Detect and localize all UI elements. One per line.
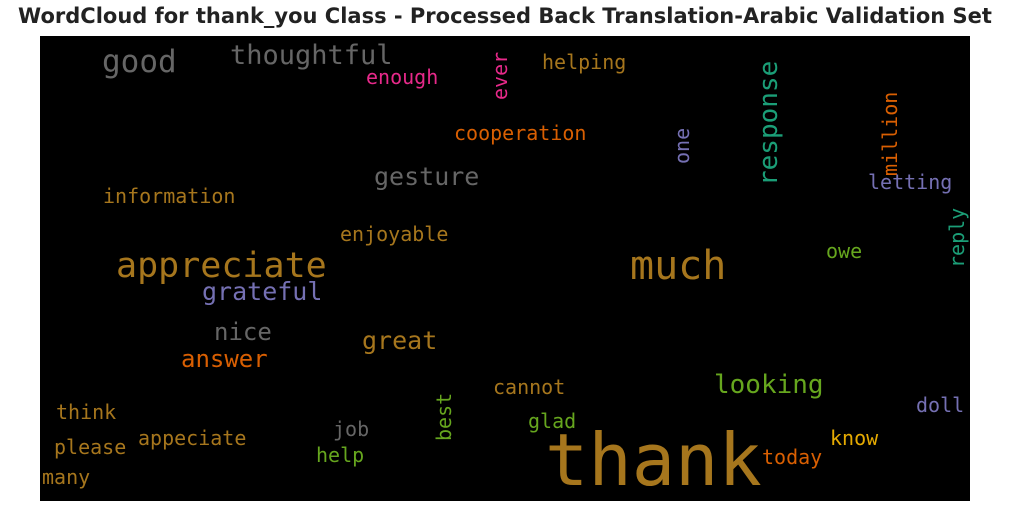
word-many: many xyxy=(42,465,91,489)
word-grateful: grateful xyxy=(202,277,323,306)
word-help: help xyxy=(316,443,365,467)
word-letting: letting xyxy=(868,170,953,194)
word-reply: reply xyxy=(945,207,969,268)
word-million: million xyxy=(878,91,902,176)
word-best: best xyxy=(432,392,456,441)
word-appreciate: appreciate xyxy=(116,246,327,286)
word-nice: nice xyxy=(214,318,272,346)
word-job: job xyxy=(333,417,370,441)
word-great: great xyxy=(362,326,438,355)
word-owe: owe xyxy=(826,239,863,263)
chart-title: WordCloud for thank_you Class - Processe… xyxy=(18,4,992,28)
word-response: response xyxy=(754,60,784,186)
word-today: today xyxy=(762,445,823,469)
word-doll: doll xyxy=(916,393,965,417)
word-gesture: gesture xyxy=(374,162,480,191)
word-looking: looking xyxy=(714,370,824,400)
word-ever: ever xyxy=(488,51,512,100)
word-cannot: cannot xyxy=(493,375,566,399)
word-answer: answer xyxy=(181,345,268,373)
word-enjoyable: enjoyable xyxy=(340,222,449,246)
word-helping: helping xyxy=(542,50,627,74)
word-thoughtful: thoughtful xyxy=(230,40,393,71)
word-thank: thank xyxy=(545,418,762,501)
word-good: good xyxy=(102,44,177,80)
word-know: know xyxy=(830,426,879,450)
word-glad: glad xyxy=(528,409,577,433)
word-cooperation: cooperation xyxy=(454,121,587,145)
wordcloud-canvas: thank much appreciate good thoughtful respons… xyxy=(40,36,970,501)
word-information: information xyxy=(103,184,236,208)
word-one: one xyxy=(670,127,694,164)
word-please: please xyxy=(54,435,127,459)
word-appeciate: appeciate xyxy=(138,426,247,450)
word-much: much xyxy=(630,243,727,289)
word-enough: enough xyxy=(366,65,439,89)
word-think: think xyxy=(56,400,117,424)
